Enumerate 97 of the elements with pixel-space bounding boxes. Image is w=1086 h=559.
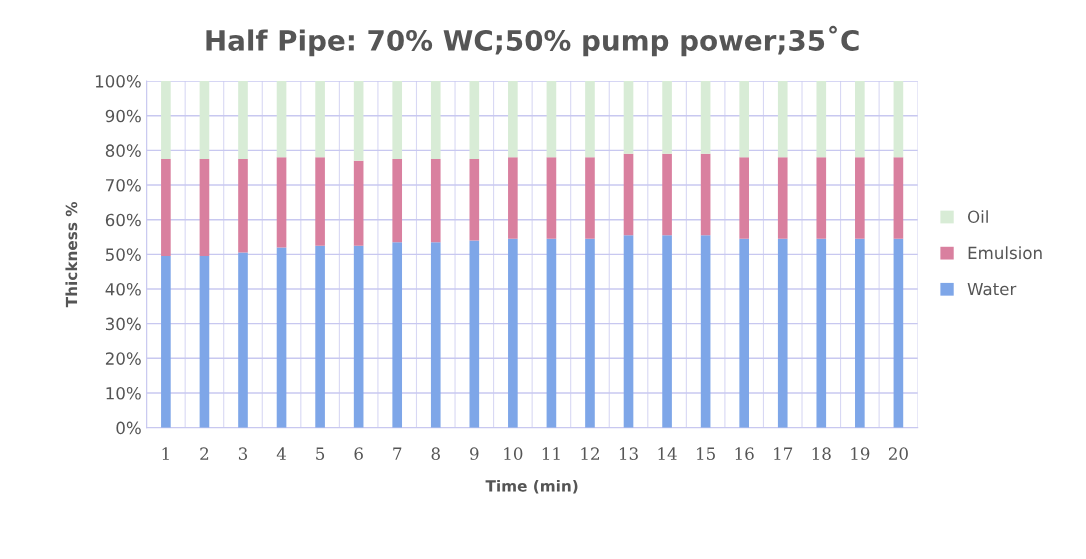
bar [546, 81, 557, 158]
x-axis-title: Time (min) [485, 479, 578, 494]
bar [777, 81, 788, 158]
bar [777, 157, 788, 239]
bar [893, 157, 904, 239]
bar [585, 157, 595, 239]
y-tick-label: 90% [105, 109, 141, 123]
bar [585, 81, 595, 158]
x-tick-label: 13 [619, 447, 638, 460]
bar [161, 81, 171, 160]
bar [700, 235, 711, 428]
x-tick-label: 7 [393, 447, 402, 460]
x-tick-label: 5 [316, 447, 325, 460]
bar [430, 159, 441, 243]
bar [315, 157, 325, 246]
legend-label: Water [967, 282, 1017, 296]
x-tick-label: 6 [354, 447, 363, 460]
bar [893, 238, 904, 428]
x-tick-label: 12 [581, 447, 599, 460]
y-axis-title: Thickness % [65, 201, 78, 308]
y-tick-label: 0% [116, 421, 141, 435]
x-tick-label: 3 [238, 447, 248, 460]
bar [662, 81, 672, 154]
bar [276, 81, 287, 158]
bar [816, 157, 827, 239]
bar [546, 238, 557, 428]
x-tick-label: 10 [504, 447, 523, 460]
bar [238, 252, 248, 428]
x-tick-label: 19 [851, 447, 870, 460]
x-tick-label: 1 [162, 447, 169, 460]
bar [662, 153, 672, 236]
bar [199, 81, 210, 160]
bar [508, 157, 518, 239]
x-tick-label: 18 [812, 447, 831, 460]
bar [392, 159, 403, 243]
bar [315, 81, 325, 158]
bar [662, 235, 672, 428]
bar [700, 81, 711, 154]
y-tick-label: 20% [105, 352, 141, 365]
bar [315, 245, 325, 428]
y-tick-label: 40% [105, 282, 141, 296]
bar [855, 238, 865, 428]
bar [469, 81, 480, 160]
bar [353, 245, 364, 428]
bar [469, 240, 480, 428]
bar [739, 81, 749, 158]
bar [353, 160, 364, 246]
bar [276, 247, 287, 428]
bar [469, 159, 480, 241]
bar [546, 157, 557, 239]
x-tick-label: 4 [276, 447, 287, 460]
bar [739, 157, 749, 239]
bar [816, 81, 827, 158]
bar [508, 238, 518, 428]
bar [199, 159, 210, 257]
bar [623, 153, 634, 236]
bar [777, 238, 788, 428]
bar [739, 238, 749, 428]
bar [199, 256, 210, 428]
x-tick-label: 16 [735, 447, 754, 460]
legend-label: Emulsion [968, 246, 1042, 260]
x-tick-label: 11 [542, 447, 560, 460]
x-tick-label: 2 [200, 447, 209, 460]
bar [430, 81, 441, 160]
chart-title: Half Pipe: 70% WC;50% pump power;35˚C [206, 25, 859, 57]
bar [700, 153, 711, 236]
y-tick-label: 60% [105, 213, 141, 227]
bar [893, 81, 904, 158]
bar [161, 256, 171, 428]
bar [353, 81, 364, 161]
bar [161, 159, 171, 257]
y-tick-label: 100% [95, 75, 141, 88]
bar [238, 159, 248, 253]
bar [392, 242, 403, 428]
bar [392, 81, 403, 160]
bar [623, 81, 634, 154]
y-tick-label: 10% [106, 386, 141, 400]
y-tick-label: 70% [106, 178, 141, 192]
x-tick-label: 15 [697, 447, 715, 460]
bar [816, 238, 827, 428]
bar [855, 81, 865, 158]
x-tick-label: 14 [658, 447, 677, 460]
legend-label: Oil [967, 210, 988, 224]
y-tick-label: 50% [105, 248, 141, 261]
bar [855, 157, 865, 239]
y-tick-label: 30% [105, 317, 141, 331]
y-tick-label: 80% [105, 144, 141, 157]
x-tick-label: 20 [888, 447, 908, 460]
x-tick-label: 9 [470, 447, 479, 460]
bar [430, 242, 441, 428]
bar [585, 238, 595, 428]
x-tick-label: 17 [774, 447, 793, 460]
bar [276, 157, 287, 248]
bar [623, 235, 634, 428]
bar [508, 81, 518, 158]
bar [238, 81, 248, 160]
x-tick-label: 8 [431, 447, 440, 460]
